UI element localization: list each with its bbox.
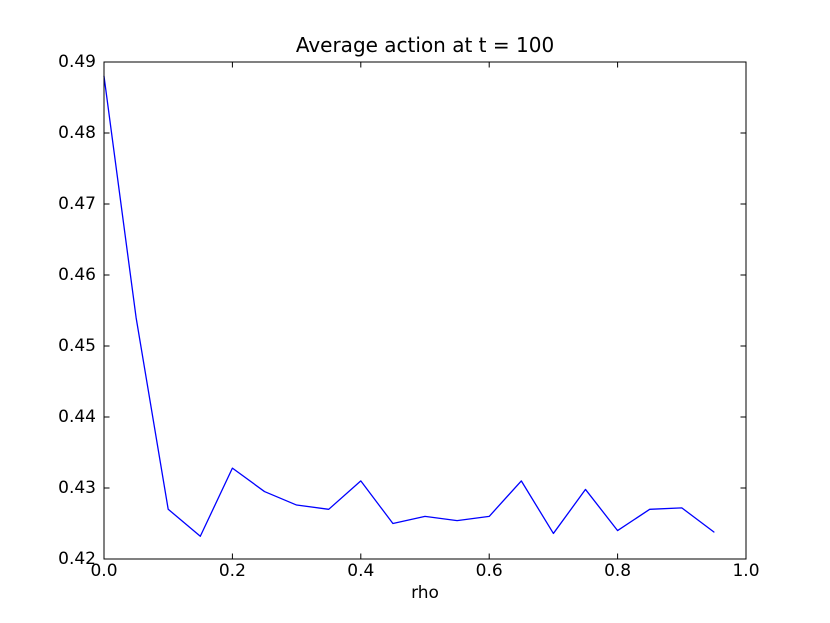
x-tick-label: 0.0 (90, 561, 118, 581)
y-tick-label: 0.46 (58, 264, 96, 285)
y-tick-label: 0.48 (58, 122, 96, 143)
y-tick-label: 0.43 (58, 477, 96, 498)
x-tick-label: 0.6 (475, 561, 503, 581)
x-axis-label: rho (411, 583, 439, 603)
x-tick-label: 0.4 (347, 561, 375, 581)
y-tick-label: 0.44 (58, 406, 96, 427)
chart-title: Average action at t = 100 (295, 33, 555, 57)
y-tick-label: 0.42 (58, 548, 96, 569)
y-tick-label: 0.47 (58, 193, 96, 214)
plot-border (103, 61, 747, 560)
x-tick-label: 1.0 (732, 561, 760, 581)
y-tick-label: 0.49 (58, 51, 96, 72)
x-tick-label: 0.2 (218, 561, 246, 581)
x-tick-label: 0.8 (604, 561, 632, 581)
y-tick-label: 0.45 (58, 335, 96, 356)
data-line-average-action (103, 75, 715, 537)
